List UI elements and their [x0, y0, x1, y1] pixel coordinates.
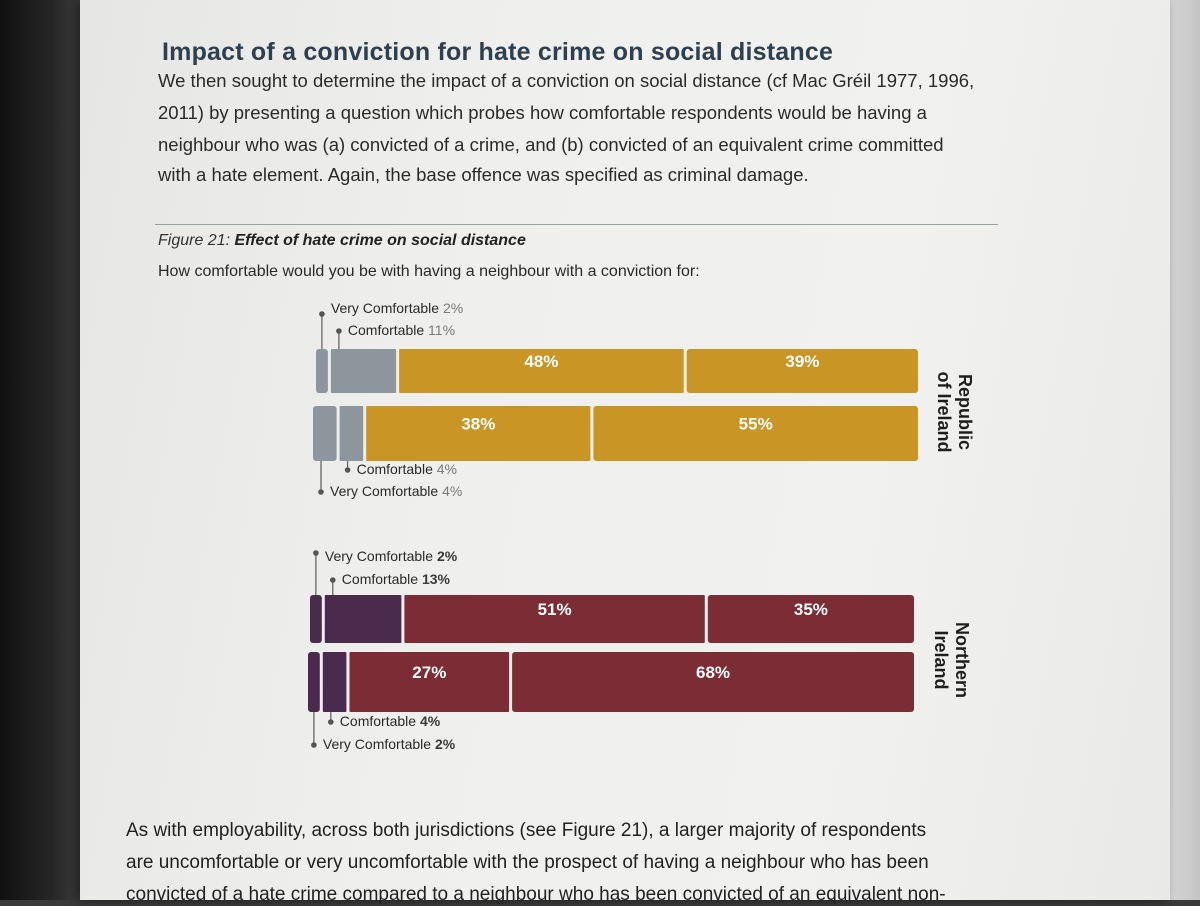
- bar-segment-very-uncomfortable: [593, 406, 918, 461]
- callout-value: 4%: [437, 461, 457, 477]
- data-label-value: 38%: [461, 415, 495, 434]
- callout-label: Comfortable 4%: [340, 713, 441, 729]
- callout-category: Comfortable: [342, 571, 422, 587]
- callout-value: 2%: [435, 736, 456, 752]
- data-label-value: 39%: [785, 352, 819, 371]
- outro-line-1: As with employability, across both juris…: [126, 820, 927, 841]
- data-label-value: 48%: [524, 352, 558, 371]
- figure-title-text: Effect of hate crime on social distance: [234, 232, 526, 249]
- callout-dot: [344, 467, 351, 473]
- desk-background: [0, 0, 95, 900]
- outro-line-3: convicted of a hate crime compared to a …: [126, 884, 946, 905]
- figure-divider: [155, 224, 998, 225]
- bar-segment-very-comfortable: [313, 406, 337, 461]
- callout-value: 4%: [420, 713, 441, 729]
- callout-dot: [319, 311, 325, 317]
- jurisdiction-label-line: Republic: [955, 374, 975, 450]
- intro-line-4: with a hate element. Again, the base off…: [158, 164, 809, 185]
- data-label-value: 51%: [538, 600, 572, 619]
- jurisdiction-label-line: Northern: [952, 622, 972, 698]
- bar-segment-very-uncomfortable: [686, 349, 918, 393]
- bar-segment-uncomfortable: [399, 349, 684, 393]
- bar-segment-uncomfortable: [349, 652, 510, 712]
- bar-segment-very-uncomfortable: [512, 652, 914, 712]
- intro-line-2: 2011) by presenting a question which pro…: [158, 102, 927, 123]
- data-label-value: 27%: [412, 663, 446, 682]
- callout-label: Very Comfortable 2%: [331, 300, 463, 316]
- callout-dot: [311, 742, 317, 748]
- callout-value: 11%: [428, 322, 455, 338]
- callout-label: Comfortable 11%: [348, 322, 455, 338]
- bar-segment-very-comfortable: [310, 595, 322, 643]
- callout-label: Comfortable 4%: [357, 461, 457, 477]
- callout-dot: [330, 577, 336, 583]
- callout-label: Very Comfortable 4%: [330, 483, 462, 499]
- callout-category: Very Comfortable: [325, 548, 437, 564]
- intro-line-3: neighbour who was (a) convicted of a cri…: [158, 134, 944, 155]
- bar-segment-very-comfortable: [308, 652, 320, 712]
- callout-category: Very Comfortable: [330, 483, 442, 499]
- data-label-value: 68%: [696, 663, 730, 682]
- callout-value: 13%: [422, 571, 451, 587]
- figure-title: Figure 21: Effect of hate crime on socia…: [158, 232, 526, 250]
- jurisdiction-label-line: Ireland: [931, 630, 951, 689]
- callout-value: 2%: [443, 300, 463, 316]
- intro-line-1: We then sought to determine the impact o…: [158, 70, 975, 91]
- jurisdiction-label-line: of Ireland: [934, 371, 954, 452]
- callout-dot: [318, 489, 324, 495]
- section-heading: Impact of a conviction for hate crime on…: [162, 38, 834, 66]
- bar-segment-very-comfortable: [316, 349, 328, 393]
- outro-line-2: are uncomfortable or very uncomfortable …: [126, 852, 929, 873]
- figure-number: Figure 21:: [158, 232, 231, 249]
- bar-segment-uncomfortable: [404, 595, 705, 643]
- callout-category: Very Comfortable: [331, 300, 443, 316]
- callout-category: Comfortable: [357, 461, 437, 477]
- callout-value: 2%: [437, 548, 458, 564]
- data-label-value: 55%: [739, 415, 773, 434]
- bar-segment-comfortable: [330, 349, 397, 393]
- callout-dot: [328, 719, 334, 725]
- callout-dot: [313, 550, 319, 556]
- callout-value: 4%: [442, 483, 462, 499]
- data-label-value: 35%: [794, 600, 828, 619]
- callout-dot: [336, 328, 342, 334]
- callout-label: Very Comfortable 2%: [323, 736, 456, 752]
- callout-label: Very Comfortable 2%: [325, 548, 458, 564]
- callout-category: Comfortable: [348, 322, 428, 338]
- bar-segment-very-uncomfortable: [707, 595, 914, 643]
- callout-category: Very Comfortable: [323, 736, 435, 752]
- callout-label: Comfortable 13%: [342, 571, 451, 587]
- bar-segment-comfortable: [322, 652, 347, 712]
- figure-subtitle: How comfortable would you be with having…: [158, 263, 700, 280]
- bar-segment-comfortable: [339, 406, 364, 461]
- bar-segment-uncomfortable: [366, 406, 591, 461]
- bar-segment-comfortable: [324, 595, 402, 643]
- callout-category: Comfortable: [340, 713, 420, 729]
